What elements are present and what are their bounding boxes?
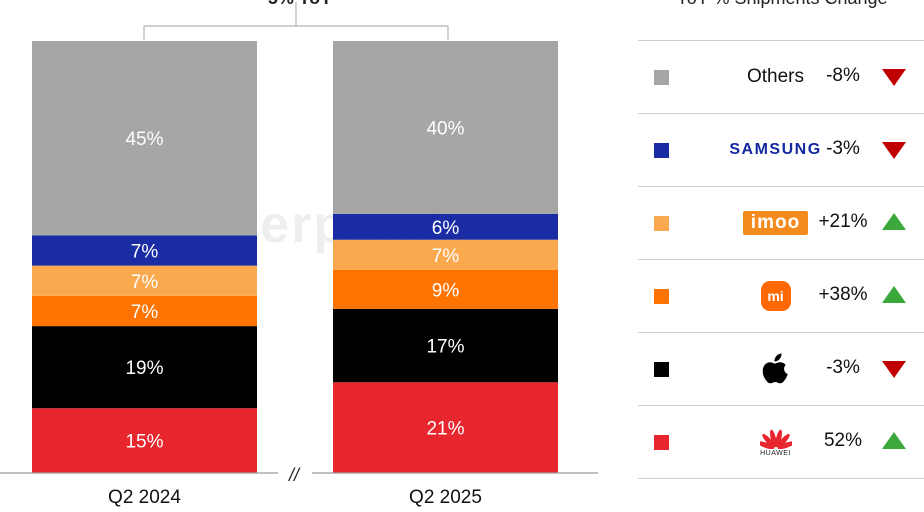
data-label-samsung-2: 6% bbox=[432, 218, 460, 239]
legend-swatch-others bbox=[654, 70, 669, 85]
bar-segment-others-2 bbox=[333, 41, 558, 214]
bar-segment-xiaomi-1 bbox=[32, 295, 257, 327]
huawei-flower-icon bbox=[759, 429, 792, 449]
legend-swatch-samsung bbox=[654, 143, 669, 158]
apple-logo bbox=[688, 333, 863, 405]
triangle-up-icon bbox=[882, 213, 906, 230]
legend-swatch-apple bbox=[654, 362, 669, 377]
x-axis: Q2 2024 Q2 2025 // bbox=[0, 465, 598, 508]
imoo-logo-text: imoo bbox=[742, 211, 809, 235]
legend-change-huawei: 52% bbox=[823, 430, 863, 451]
data-label-samsung-1: 7% bbox=[131, 242, 159, 263]
comparison-bracket-line bbox=[143, 2, 449, 40]
legend-swatch-imoo bbox=[654, 216, 669, 231]
legend-swatch-huawei bbox=[654, 435, 669, 450]
bar-segment-samsung-1 bbox=[32, 235, 257, 266]
legend-title: YoY % Shipments Change bbox=[640, 0, 924, 9]
data-label-xiaomi-2: 9% bbox=[432, 280, 460, 301]
data-label-xiaomi-1: 7% bbox=[131, 302, 159, 323]
bar-segment-samsung-2 bbox=[333, 213, 558, 240]
samsung-logo: SAMSUNG bbox=[688, 114, 863, 186]
data-label-huawei-2: 21% bbox=[426, 419, 464, 440]
x-tick-label-1: Q2 2024 bbox=[108, 487, 181, 508]
stacked-bar-chart: 15%19%7%7%7%45%21%17%9%7%6%40% Q2 2024 Q2… bbox=[0, 2, 598, 508]
triangle-down-icon bbox=[882, 142, 906, 159]
chart-header-left: 5% YoY bbox=[200, 0, 400, 9]
huawei-logo: HUAWEI bbox=[688, 406, 863, 478]
data-label-imoo-1: 7% bbox=[131, 272, 159, 293]
bars-group: 15% 19% 7% 7% 7% 45% 21% 17% 9% 7% 6% 40% bbox=[32, 41, 558, 473]
triangle-down-icon bbox=[882, 69, 906, 86]
data-label-huawei-1: 15% bbox=[125, 432, 163, 453]
imoo-logo: imoo bbox=[688, 187, 863, 259]
triangle-down-icon bbox=[882, 361, 906, 378]
triangle-up-icon bbox=[882, 286, 906, 303]
legend: Others -8% SAMSUNG -3% imoo +21% bbox=[638, 40, 924, 479]
legend-row-others: Others -8% bbox=[638, 40, 924, 113]
data-label-others-2: 40% bbox=[426, 118, 464, 139]
bar-segment-imoo-1 bbox=[32, 265, 257, 296]
xiaomi-logo: mi bbox=[688, 260, 863, 332]
bar-segment-apple-2 bbox=[333, 308, 558, 383]
legend-row-samsung: SAMSUNG -3% bbox=[638, 113, 924, 186]
bar-segment-huawei-1 bbox=[32, 408, 257, 473]
bar-segment-huawei-2 bbox=[333, 382, 558, 473]
data-label-apple-1: 19% bbox=[125, 358, 163, 379]
legend-change-xiaomi: +38% bbox=[818, 284, 868, 305]
brand-label-others: Others bbox=[746, 66, 805, 87]
legend-swatch-xiaomi bbox=[654, 289, 669, 304]
legend-change-others: -8% bbox=[826, 65, 860, 86]
legend-change-apple: -3% bbox=[826, 357, 860, 378]
xiaomi-logo-icon: mi bbox=[760, 281, 791, 311]
huawei-logo-text: HUAWEI bbox=[760, 450, 791, 457]
data-label-apple-2: 17% bbox=[426, 337, 464, 358]
brand-others: Others bbox=[688, 41, 863, 113]
legend-row-xiaomi: mi +38% bbox=[638, 259, 924, 332]
legend-change-samsung: -3% bbox=[826, 138, 860, 159]
legend-row-imoo: imoo +21% bbox=[638, 186, 924, 259]
huawei-logo-wrap: HUAWEI bbox=[759, 427, 792, 457]
x-tick-label-2: Q2 2025 bbox=[409, 487, 482, 508]
legend-row-apple: -3% bbox=[638, 332, 924, 405]
triangle-up-icon bbox=[882, 432, 906, 449]
data-label-others-1: 45% bbox=[125, 129, 163, 150]
bar-segment-xiaomi-2 bbox=[333, 269, 558, 309]
data-label-imoo-2: 7% bbox=[432, 246, 460, 267]
axis-break-mark: // bbox=[287, 465, 301, 485]
bar-segment-apple-1 bbox=[32, 326, 257, 409]
apple-logo-icon bbox=[762, 353, 788, 384]
bar-segment-others-1 bbox=[32, 41, 257, 236]
xiaomi-logo-text: mi bbox=[767, 288, 784, 304]
legend-row-huawei: HUAWEI 52% bbox=[638, 405, 924, 479]
samsung-logo-text: SAMSUNG bbox=[729, 141, 822, 158]
comparison-bracket bbox=[143, 2, 449, 40]
bar-segment-imoo-2 bbox=[333, 239, 558, 270]
legend-change-imoo: +21% bbox=[818, 211, 868, 232]
